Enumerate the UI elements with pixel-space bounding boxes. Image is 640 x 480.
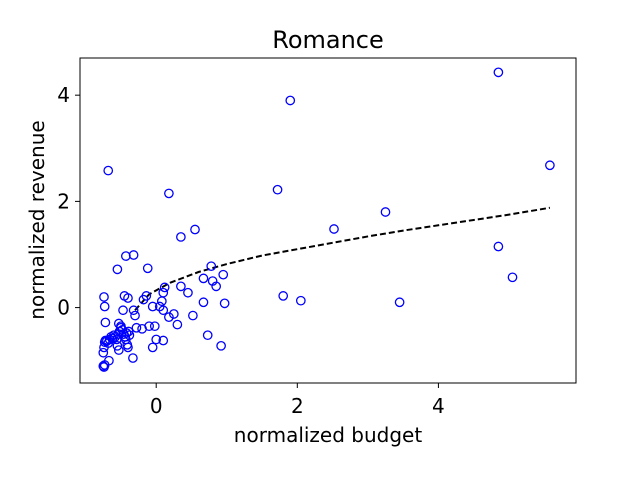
data-point <box>507 272 518 283</box>
y-tick-label: 4 <box>57 83 70 107</box>
data-point <box>380 207 391 217</box>
data-point <box>172 319 183 330</box>
data-point <box>176 281 186 292</box>
data-point <box>190 224 200 235</box>
y-tick-label: 0 <box>57 296 70 320</box>
trend-line <box>134 206 551 311</box>
data-point <box>100 317 111 328</box>
data-point <box>493 241 504 252</box>
data-point <box>183 287 193 298</box>
data-point <box>149 321 160 332</box>
data-point <box>168 309 179 319</box>
data-point <box>176 232 186 242</box>
data-point <box>295 295 306 306</box>
data-point <box>99 301 110 312</box>
data-point <box>545 160 555 171</box>
data-point <box>124 330 135 341</box>
data-point <box>147 342 158 353</box>
data-point <box>218 269 229 280</box>
data-point <box>211 281 222 292</box>
data-points <box>98 67 555 372</box>
data-point <box>123 326 134 337</box>
plot-frame <box>79 57 577 384</box>
y-axis-title: normalized revenue <box>25 120 49 319</box>
data-point <box>130 310 140 321</box>
x-tick-label: 0 <box>150 394 163 418</box>
data-point <box>158 305 169 316</box>
data-point <box>118 305 128 316</box>
data-point <box>104 355 114 366</box>
data-point <box>112 340 123 351</box>
data-point <box>128 250 139 260</box>
data-point <box>147 301 158 312</box>
data-point <box>112 264 123 275</box>
data-point <box>98 347 109 358</box>
data-point <box>144 321 154 332</box>
data-point <box>216 340 226 351</box>
data-point <box>329 224 339 234</box>
y-tick-label: 2 <box>57 189 70 213</box>
data-point <box>278 291 289 301</box>
x-tick-label: 2 <box>291 394 304 418</box>
data-point <box>394 297 405 308</box>
x-axis-title: normalized budget <box>234 423 423 447</box>
trend-line-layer <box>134 206 551 311</box>
data-point <box>272 184 283 195</box>
data-point <box>206 261 217 272</box>
data-point <box>219 298 230 309</box>
data-point <box>128 353 138 363</box>
data-point <box>99 292 109 302</box>
data-point <box>128 305 139 316</box>
data-point <box>151 334 162 345</box>
data-point <box>141 291 152 301</box>
data-point <box>164 188 174 199</box>
data-point <box>493 67 504 78</box>
data-point <box>142 263 153 274</box>
data-point <box>113 345 124 355</box>
data-point <box>202 330 213 341</box>
data-point <box>164 312 174 323</box>
data-point <box>198 297 209 308</box>
data-point <box>116 321 126 332</box>
data-point <box>285 95 296 106</box>
data-point <box>121 328 132 338</box>
data-point <box>159 282 170 293</box>
data-point <box>123 293 133 303</box>
data-point <box>158 287 169 298</box>
axis-ticks: 0 2 4 0 2 4 <box>57 83 445 418</box>
data-point <box>131 322 142 333</box>
data-point <box>198 273 209 284</box>
data-point <box>123 342 133 353</box>
chart-title: Romance <box>272 26 384 54</box>
x-tick-label: 4 <box>432 394 445 418</box>
data-point <box>188 310 198 321</box>
data-point <box>113 318 124 329</box>
data-point <box>103 165 114 176</box>
data-point <box>158 335 169 346</box>
data-point <box>121 251 131 261</box>
data-point <box>156 296 167 307</box>
